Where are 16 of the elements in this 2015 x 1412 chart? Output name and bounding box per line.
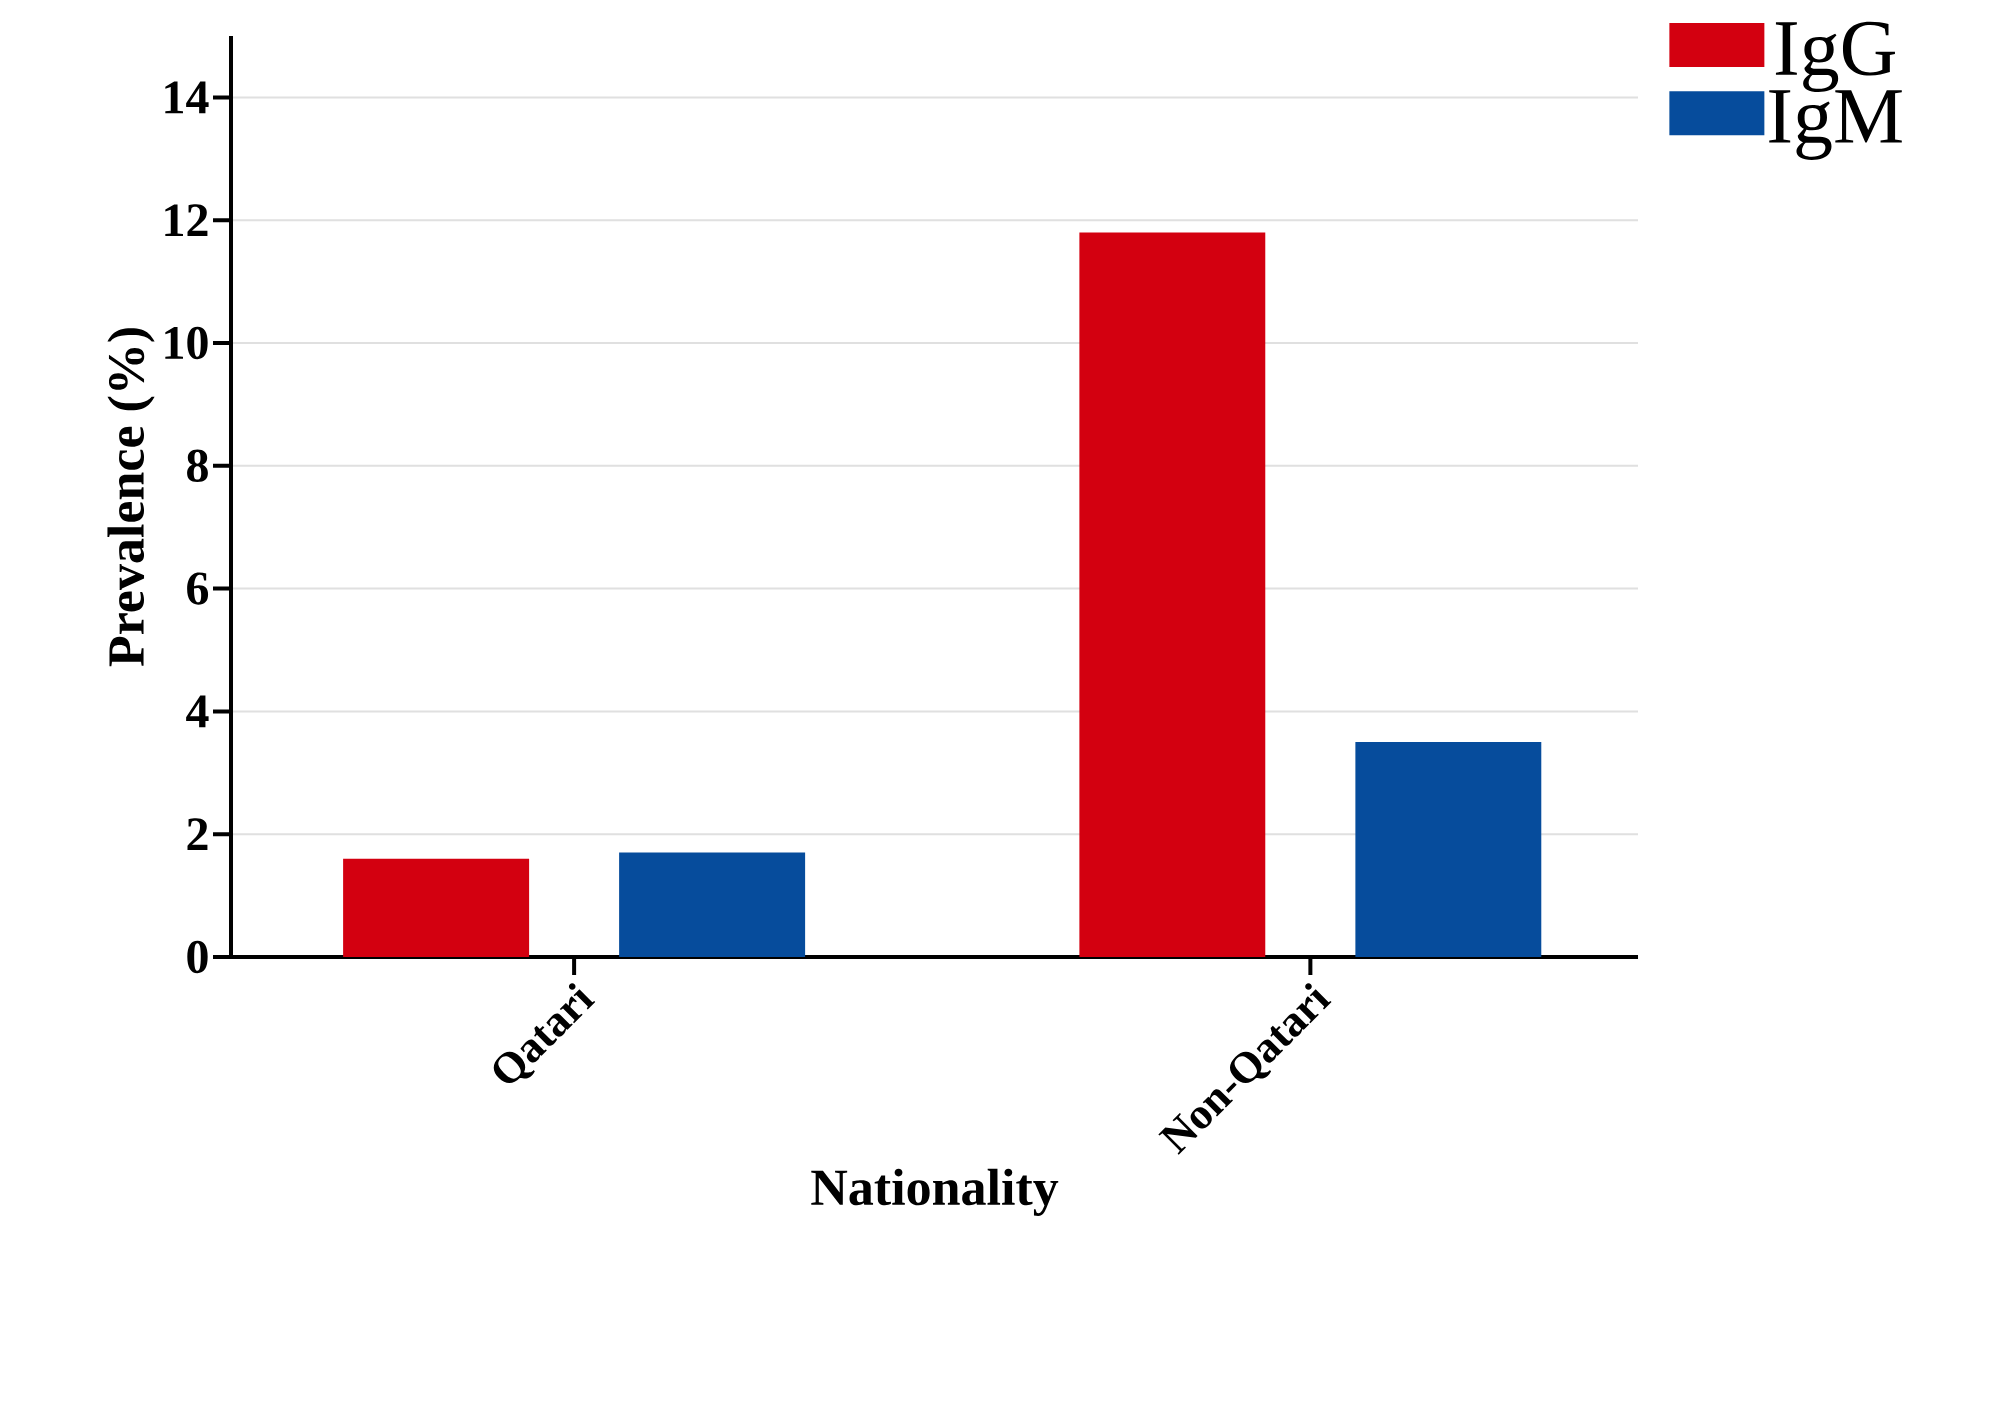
y-tick-label: 14	[165, 81, 209, 114]
legend-label: IgG	[1775, 21, 1895, 92]
y-tick-label: 10	[165, 326, 208, 360]
legend-label: IgM	[1769, 90, 1902, 160]
bar	[1079, 232, 1266, 957]
y-tick-label: 0	[187, 940, 208, 974]
y-tick-label: 2	[187, 818, 208, 851]
bar	[343, 858, 530, 957]
y-tick-label: 12	[165, 204, 208, 237]
x-axis-title: Nationality	[811, 1168, 1059, 1216]
y-tick-label: 4	[186, 695, 209, 728]
y-axis-title: Prevalence (%)	[107, 328, 155, 667]
y-tick-label: 8	[187, 449, 208, 482]
y-tick-label: 6	[187, 572, 209, 605]
bar	[1355, 742, 1542, 957]
bar	[619, 852, 806, 957]
